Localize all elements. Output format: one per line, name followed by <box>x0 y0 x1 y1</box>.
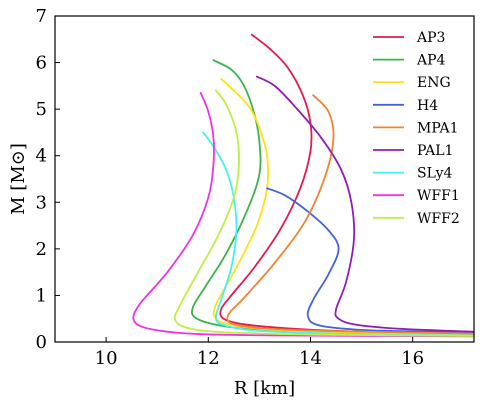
y-tick-label: 5 <box>36 99 47 120</box>
series-line-ap4 <box>191 59 474 336</box>
y-tick-label: 4 <box>36 146 47 167</box>
legend-label-ap4: AP4 <box>416 53 446 69</box>
series-line-wff1 <box>132 91 474 338</box>
x-tick-label: 14 <box>299 348 322 369</box>
series-line-eng <box>212 77 474 336</box>
x-tick-label: 12 <box>197 348 220 369</box>
series-line-sly4 <box>202 131 474 337</box>
series-line-wff2 <box>173 89 474 337</box>
legend-label-wff2: WFF2 <box>417 211 460 227</box>
series-line-ap3 <box>219 33 474 335</box>
legend-label-h4: H4 <box>417 98 438 114</box>
legend-label-wff1: WFF1 <box>417 188 460 204</box>
legend-label-pal1: PAL1 <box>417 143 453 159</box>
series-line-mpa1 <box>226 94 474 335</box>
x-axis-label: R [km] <box>234 378 295 399</box>
y-tick-label: 0 <box>36 332 47 353</box>
y-axis-label: M [M⊙] <box>8 143 29 215</box>
y-tick-label: 6 <box>36 53 47 74</box>
legend-label-eng: ENG <box>417 75 451 91</box>
x-tick-label: 10 <box>95 348 118 369</box>
series-layer <box>132 33 474 338</box>
axis-labels: R [km] M [M⊙] <box>8 143 295 399</box>
x-tick-label: 16 <box>401 348 424 369</box>
legend: AP3 AP4 ENG H4 MPA1 PAL1 SLy4 WFF1 WFF2 <box>373 30 460 227</box>
plot-frame <box>54 15 475 343</box>
y-tick-label: 1 <box>36 285 47 306</box>
y-tick-label: 2 <box>36 239 47 260</box>
y-tick-label: 3 <box>36 192 47 213</box>
series-line-pal1 <box>255 75 474 333</box>
legend-label-mpa1: MPA1 <box>417 120 459 136</box>
legend-label-sly4: SLy4 <box>417 166 453 182</box>
series-line-h4 <box>266 187 474 334</box>
legend-label-ap3: AP3 <box>416 30 445 46</box>
y-tick-label: 7 <box>36 6 47 27</box>
